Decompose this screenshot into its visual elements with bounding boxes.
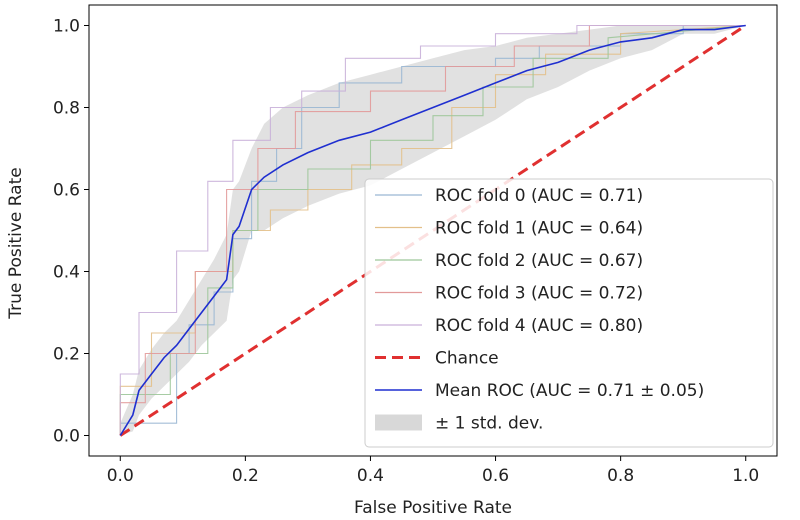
legend-label: Chance [435, 349, 499, 369]
plot-frame [88, 4, 778, 457]
legend-label: ± 1 std. dev. [435, 414, 543, 434]
y-tick-label: 0.4 [53, 263, 80, 283]
y-axis-label: True Positive Rate [6, 167, 26, 319]
y-tick-label: 0.8 [53, 99, 80, 119]
legend-label: ROC fold 1 (AUC = 0.64) [435, 219, 643, 239]
y-tick-label: 0.2 [53, 345, 80, 365]
legend-label: ROC fold 3 (AUC = 0.72) [435, 284, 643, 304]
plot-area [119, 24, 747, 437]
x-axis-label: False Positive Rate [354, 498, 512, 518]
chance-line [119, 24, 747, 437]
axes: 0.0 0.2 0.4 0.6 0.8 1.0 0.0 0.2 0.4 0.6 0.8 1.0 [53, 4, 778, 486]
legend-swatch [375, 414, 422, 431]
roc-fold-3-line [119, 24, 746, 436]
roc-fold-4-line [119, 24, 746, 436]
mean-roc-line [119, 24, 746, 436]
std-dev-band [120, 25, 746, 436]
legend: ROC fold 0 (AUC = 0.71) ROC fold 1 (AUC =… [364, 178, 774, 448]
legend-label: ROC fold 4 (AUC = 0.80) [435, 316, 643, 336]
x-tick-label: 1.0 [732, 466, 759, 486]
x-tick-label: 0.2 [232, 466, 259, 486]
x-tick-label: 0.8 [607, 466, 634, 486]
y-tick-label: 0.6 [53, 181, 80, 201]
y-tick-label: 1.0 [53, 17, 80, 37]
y-tick-label: 0.0 [53, 427, 80, 447]
x-tick-label: 0.4 [357, 466, 384, 486]
legend-label: Mean ROC (AUC = 0.71 ± 0.05) [435, 381, 704, 401]
legend-label: ROC fold 0 (AUC = 0.71) [435, 186, 643, 206]
x-tick-label: 0.0 [107, 466, 134, 486]
legend-box [364, 178, 774, 448]
legend-label: ROC fold 2 (AUC = 0.67) [435, 251, 643, 271]
x-tick-label: 0.6 [482, 466, 509, 486]
